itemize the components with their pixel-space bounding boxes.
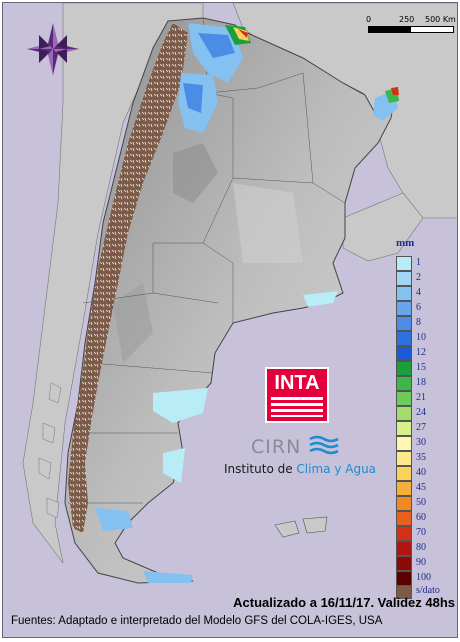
legend-label: 27 <box>416 422 426 433</box>
legend-label: 30 <box>416 437 426 448</box>
legend-label: 21 <box>416 392 426 403</box>
cirn-logo-text: CIRN <box>251 436 302 458</box>
legend-swatch <box>396 436 412 451</box>
legend-label: 2 <box>416 272 421 283</box>
legend-swatch <box>396 571 412 586</box>
scale-label-0: 0 <box>366 15 372 24</box>
legend-label: 6 <box>416 302 421 313</box>
legend-swatch <box>396 466 412 481</box>
inta-logo: INTA <box>265 367 329 423</box>
legend-swatch <box>396 421 412 436</box>
legend-label: 18 <box>416 377 426 388</box>
uruguay-land <box>342 192 424 262</box>
compass-rose-icon <box>27 23 79 75</box>
legend-label: 45 <box>416 482 426 493</box>
legend-swatch <box>396 556 412 571</box>
inta-logo-stripes <box>271 397 323 417</box>
andes-no-data <box>68 23 188 533</box>
legend-swatch <box>396 316 412 331</box>
legend-swatch <box>396 301 412 316</box>
scale-label-250: 250 <box>399 15 415 24</box>
legend-label: 70 <box>416 527 426 538</box>
scale-bar: 0 250 500 Km <box>366 15 456 37</box>
precipitation-areas <box>95 23 399 583</box>
instituto-prefix: Instituto de <box>224 462 297 476</box>
legend-swatch <box>396 406 412 421</box>
legend-swatch <box>396 346 412 361</box>
precipitation-map <box>22 3 457 584</box>
legend-no-data-label: s/dato <box>416 585 440 596</box>
legend-swatch <box>396 361 412 376</box>
scale-label-500: 500 Km <box>425 15 456 24</box>
legend-swatch <box>396 391 412 406</box>
instituto-accent: Clima y Agua <box>296 462 377 476</box>
legend-label: 60 <box>416 512 426 523</box>
legend-label: 80 <box>416 542 426 553</box>
instituto-name: Instituto de Clima y Agua <box>224 462 376 476</box>
legend-swatch <box>396 481 412 496</box>
legend-label: 90 <box>416 557 426 568</box>
inta-logo-text: INTA <box>274 372 320 394</box>
legend-swatch <box>396 526 412 541</box>
islands <box>274 516 328 538</box>
legend-swatch <box>396 511 412 526</box>
legend-swatch <box>396 451 412 466</box>
sources-caption: Fuentes: Adaptado e interpretado del Mod… <box>11 615 383 627</box>
legend-swatch <box>396 496 412 511</box>
legend-no-data-swatch <box>396 585 412 599</box>
legend-unit: mm <box>396 237 415 249</box>
legend-swatch <box>396 376 412 391</box>
legend-label: 1 <box>416 257 421 268</box>
legend-label: 50 <box>416 497 426 508</box>
legend-label: 4 <box>416 287 421 298</box>
legend-swatch <box>396 541 412 556</box>
updated-caption: Actualizado a 16/11/17. Validez 48hs <box>233 595 455 610</box>
legend-swatch <box>396 331 412 346</box>
legend-swatch <box>396 286 412 301</box>
legend-label: 35 <box>416 452 426 463</box>
scale-bar-graphic <box>368 26 454 33</box>
chile-islands <box>38 382 62 519</box>
legend-swatch <box>396 271 412 286</box>
legend-label: 12 <box>416 347 426 358</box>
water-waves-icon <box>309 435 339 455</box>
legend-label: 40 <box>416 467 426 478</box>
legend-label: 100 <box>416 572 431 583</box>
legend-label: 8 <box>416 317 421 328</box>
legend-label: 10 <box>416 332 426 343</box>
legend-label: 15 <box>416 362 426 373</box>
legend-label: 24 <box>416 407 426 418</box>
legend-swatch <box>396 256 412 271</box>
